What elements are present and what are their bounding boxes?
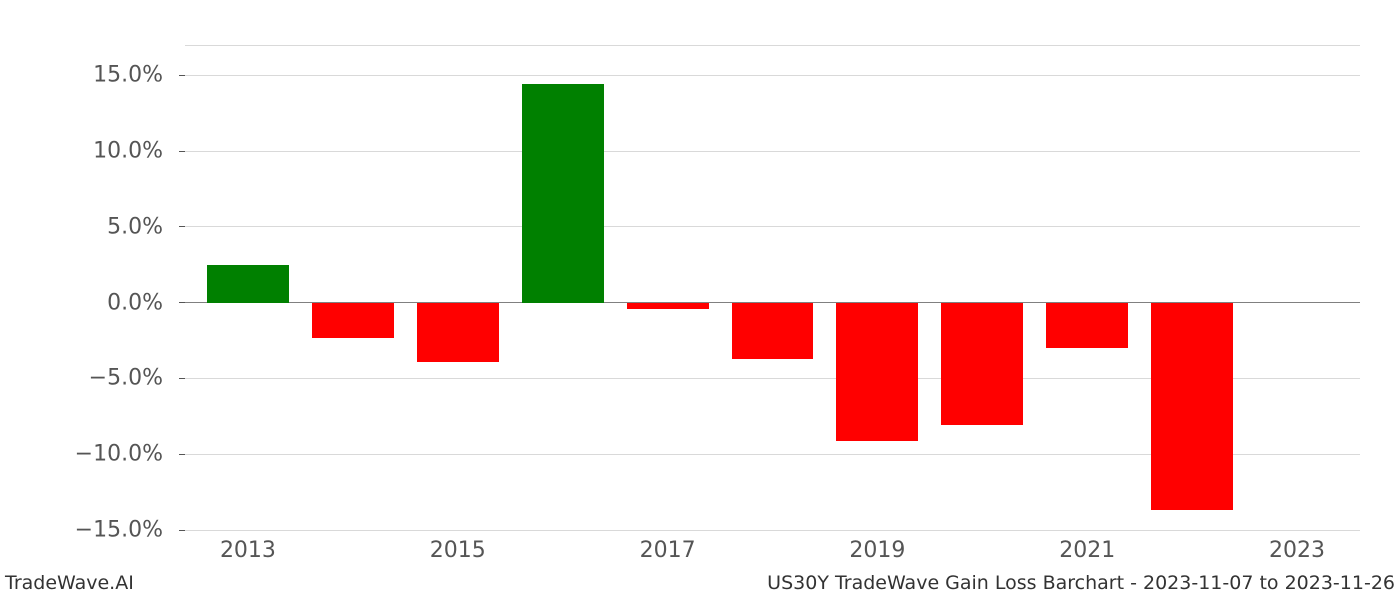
y-tick-label: 5.0% — [107, 214, 163, 239]
gridline — [185, 75, 1360, 76]
y-tick — [179, 302, 185, 303]
y-tick — [179, 151, 185, 152]
y-tick-label: −5.0% — [89, 366, 163, 391]
bar-2021 — [1046, 303, 1128, 348]
x-tick-label: 2021 — [1059, 538, 1115, 563]
y-tick-label: 0.0% — [107, 290, 163, 315]
footer-brand: TradeWave.AI — [5, 572, 134, 594]
x-tick-label: 2015 — [430, 538, 486, 563]
gridline — [185, 530, 1360, 531]
y-tick — [179, 530, 185, 531]
bar-2013 — [207, 265, 289, 303]
gridline — [185, 151, 1360, 152]
x-tick-label: 2019 — [849, 538, 905, 563]
y-tick-label: −10.0% — [75, 442, 163, 467]
y-tick — [179, 75, 185, 76]
footer-caption-text: US30Y TradeWave Gain Loss Barchart - 202… — [767, 572, 1395, 594]
bar-2017 — [627, 303, 709, 309]
footer-caption: US30Y TradeWave Gain Loss Barchart - 202… — [767, 572, 1395, 594]
x-tick-label: 2023 — [1269, 538, 1325, 563]
x-tick-label: 2017 — [640, 538, 696, 563]
bar-2019 — [836, 303, 918, 441]
gridline — [185, 226, 1360, 227]
x-tick-label: 2013 — [220, 538, 276, 563]
bar-2015 — [417, 303, 499, 362]
footer-brand-text: TradeWave.AI — [5, 572, 134, 594]
bar-2016 — [522, 84, 604, 302]
y-tick-label: −15.0% — [75, 518, 163, 543]
bar-2022 — [1151, 303, 1233, 511]
y-tick-label: 15.0% — [93, 63, 163, 88]
top-border — [185, 45, 1360, 46]
bar-2014 — [312, 303, 394, 338]
chart-container: −15.0% −10.0% −5.0% 0.0% 5.0% 10.0% 15.0% 2013 2… — [0, 0, 1400, 600]
bar-2018 — [732, 303, 814, 359]
y-tick — [179, 226, 185, 227]
y-tick — [179, 454, 185, 455]
y-tick — [179, 378, 185, 379]
bar-2020 — [941, 303, 1023, 426]
y-tick-label: 10.0% — [93, 139, 163, 164]
plot-area — [185, 45, 1360, 530]
